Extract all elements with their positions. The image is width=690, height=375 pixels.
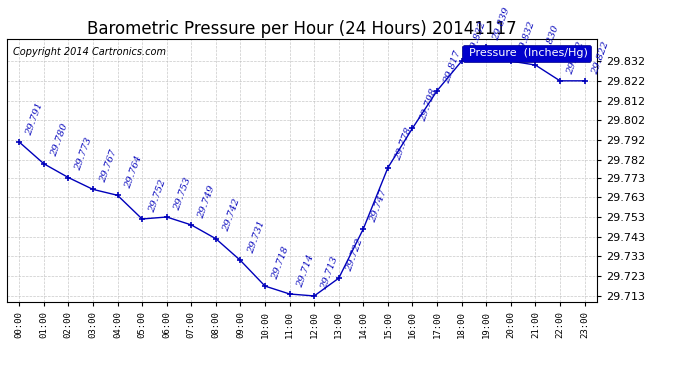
Text: 29.722: 29.722 — [344, 237, 364, 273]
Text: 29.832: 29.832 — [516, 20, 537, 56]
Text: 29.752: 29.752 — [148, 178, 168, 213]
Text: 29.764: 29.764 — [123, 154, 144, 190]
Text: 29.839: 29.839 — [492, 6, 512, 42]
Text: Copyright 2014 Cartronics.com: Copyright 2014 Cartronics.com — [13, 47, 166, 57]
Legend: Pressure  (Inches/Hg): Pressure (Inches/Hg) — [462, 45, 591, 62]
Text: 29.791: 29.791 — [25, 101, 45, 136]
Text: 29.714: 29.714 — [295, 253, 315, 288]
Text: 29.749: 29.749 — [197, 184, 217, 219]
Text: 29.742: 29.742 — [221, 198, 242, 233]
Text: 29.718: 29.718 — [270, 245, 290, 280]
Text: 29.778: 29.778 — [393, 127, 414, 162]
Text: 29.713: 29.713 — [319, 255, 340, 290]
Text: 29.830: 29.830 — [541, 24, 561, 60]
Text: 29.773: 29.773 — [74, 136, 94, 172]
Text: 29.798: 29.798 — [418, 87, 438, 123]
Text: 29.731: 29.731 — [246, 219, 266, 255]
Text: 29.780: 29.780 — [49, 123, 70, 158]
Text: 29.822: 29.822 — [566, 40, 586, 75]
Text: 29.832: 29.832 — [467, 20, 487, 56]
Text: 29.817: 29.817 — [442, 50, 463, 85]
Title: Barometric Pressure per Hour (24 Hours) 20141117: Barometric Pressure per Hour (24 Hours) … — [87, 20, 517, 38]
Text: 29.767: 29.767 — [99, 148, 119, 184]
Text: 29.753: 29.753 — [172, 176, 193, 212]
Text: 29.747: 29.747 — [369, 188, 389, 223]
Text: 29.822: 29.822 — [590, 40, 611, 75]
